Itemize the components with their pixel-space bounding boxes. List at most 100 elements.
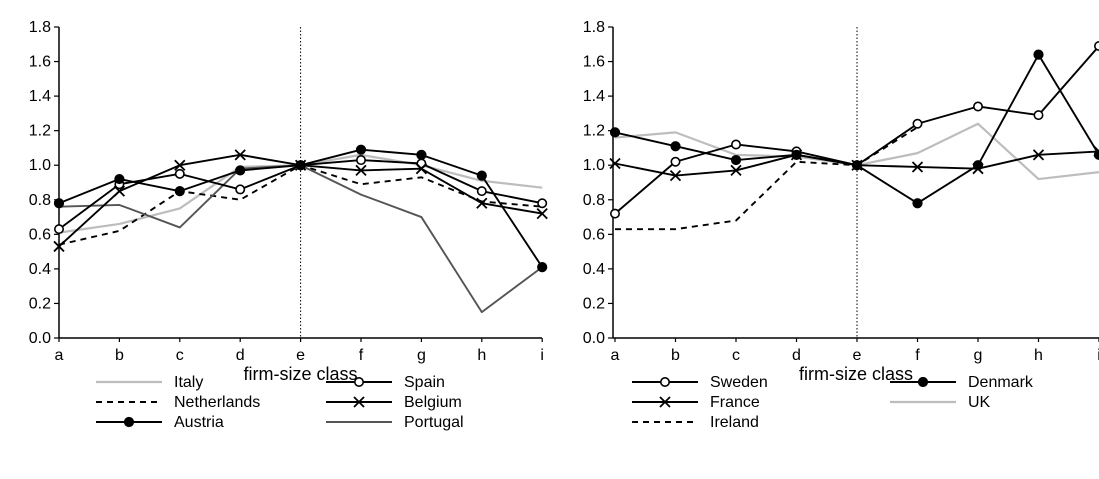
legend-item-denmark: Denmark [890,374,1034,391]
data-point [790,149,803,161]
data-point [1033,110,1044,121]
y-tick-label: 1.0 [583,157,605,174]
y-tick-label: 0.6 [583,226,605,243]
x-tick-label: g [974,347,983,364]
data-point [670,141,681,152]
data-point [537,198,548,209]
data-point [912,198,923,209]
data-point [355,164,367,177]
data-point [235,165,246,176]
x-tick-label: a [611,347,620,364]
x-tick-label: i [1097,347,1099,364]
y-tick-label: 0.8 [29,192,51,209]
legend-label: Portugal [404,414,464,431]
legend-label: Spain [404,374,445,391]
data-point [911,161,924,173]
data-point [669,169,682,182]
legend-label: UK [968,394,991,411]
data-point [295,160,306,171]
data-point [730,164,742,177]
y-tick-label: 1.8 [583,19,605,36]
y-tick-label: 0.0 [583,330,605,347]
legend-item-france: France [632,394,760,411]
legend-item-netherlands: Netherlands [96,394,260,411]
legend-marker [659,396,671,408]
x-axis-title: firm-size class [799,364,913,384]
y-tick-label: 0.2 [583,295,605,312]
legend-marker [353,396,365,408]
x-tick-label: c [732,347,740,364]
legend-item-belgium: Belgium [326,394,462,411]
legend-label: Belgium [404,394,462,411]
y-tick-label: 1.4 [29,88,51,105]
x-tick-label: f [915,347,920,364]
legend: Italy Spain Netherlands Belgium Austria Portu… [96,374,464,431]
left-chart-panel: 0.0 0.2 0.4 0.6 0.8 1.0 1.2 1.4 1.6 1.8 a b c d e f g h i f… [29,19,548,431]
y-tick-label: 1.6 [583,54,605,71]
y-tick-label: 1.8 [29,19,51,36]
y-tick-label: 0.0 [29,330,51,347]
legend-label: Ireland [710,414,759,431]
legend-marker [659,376,670,387]
data-point [114,173,125,185]
legend-item-austria: Austria [96,414,224,431]
x-tick-label: b [671,347,680,364]
x-tick-label: i [540,347,544,364]
data-point [851,159,863,171]
x-axis-title: firm-size class [243,364,357,384]
series-sweden [609,41,1099,219]
legend-marker [917,376,929,388]
x-tick-label: a [55,347,64,364]
y-tick-label: 0.8 [583,192,605,209]
y-tick-label: 1.2 [583,123,605,140]
legend-item-uk: UK [890,394,991,411]
data-point [476,197,488,209]
data-point [113,185,126,197]
data-point [912,118,923,129]
y-tick-label: 0.6 [29,226,51,243]
legend-label: Italy [174,374,203,391]
legend-item-spain: Spain [326,374,445,391]
legend-marker [123,416,135,428]
data-point [235,184,246,195]
y-tick-label: 1.6 [29,54,51,71]
data-point [355,155,366,166]
right-chart-panel: 0.0 0.2 0.4 0.6 0.8 1.0 1.2 1.4 1.6 1.8 a b c d e f g h i f… [583,19,1099,431]
y-tick-label: 1.0 [29,157,51,174]
legend-label: France [710,394,760,411]
data-point [174,168,185,179]
y-tick-label: 1.4 [583,88,605,105]
data-point [536,207,548,220]
x-tick-label: d [792,347,801,364]
legend-label: Denmark [968,374,1034,391]
x-tick-label: e [853,347,862,364]
data-point [416,149,427,160]
data-point [234,149,246,161]
data-point [1093,145,1099,158]
data-point [609,208,620,219]
x-tick-label: g [417,347,426,364]
data-point [972,163,984,175]
series-denmark [609,49,1099,209]
x-tick-label: h [1034,347,1043,364]
data-point [730,139,741,150]
x-tick-label: c [176,347,184,364]
data-point [1032,149,1045,161]
x-tick-label: b [115,347,124,364]
data-point [53,224,64,235]
series-austria [53,144,548,273]
data-point [476,186,487,197]
x-tick-label: h [477,347,486,364]
legend-label: Sweden [710,374,768,391]
data-point [174,186,185,197]
data-point [174,159,186,171]
legend-marker [353,376,364,387]
data-point [730,154,742,166]
data-point [355,144,367,155]
y-tick-label: 0.4 [29,261,51,278]
data-point [972,101,983,112]
legend: Sweden Denmark France UK Ireland [632,374,1034,431]
data-point [537,262,548,273]
legend-item-portugal: Portugal [326,414,464,431]
